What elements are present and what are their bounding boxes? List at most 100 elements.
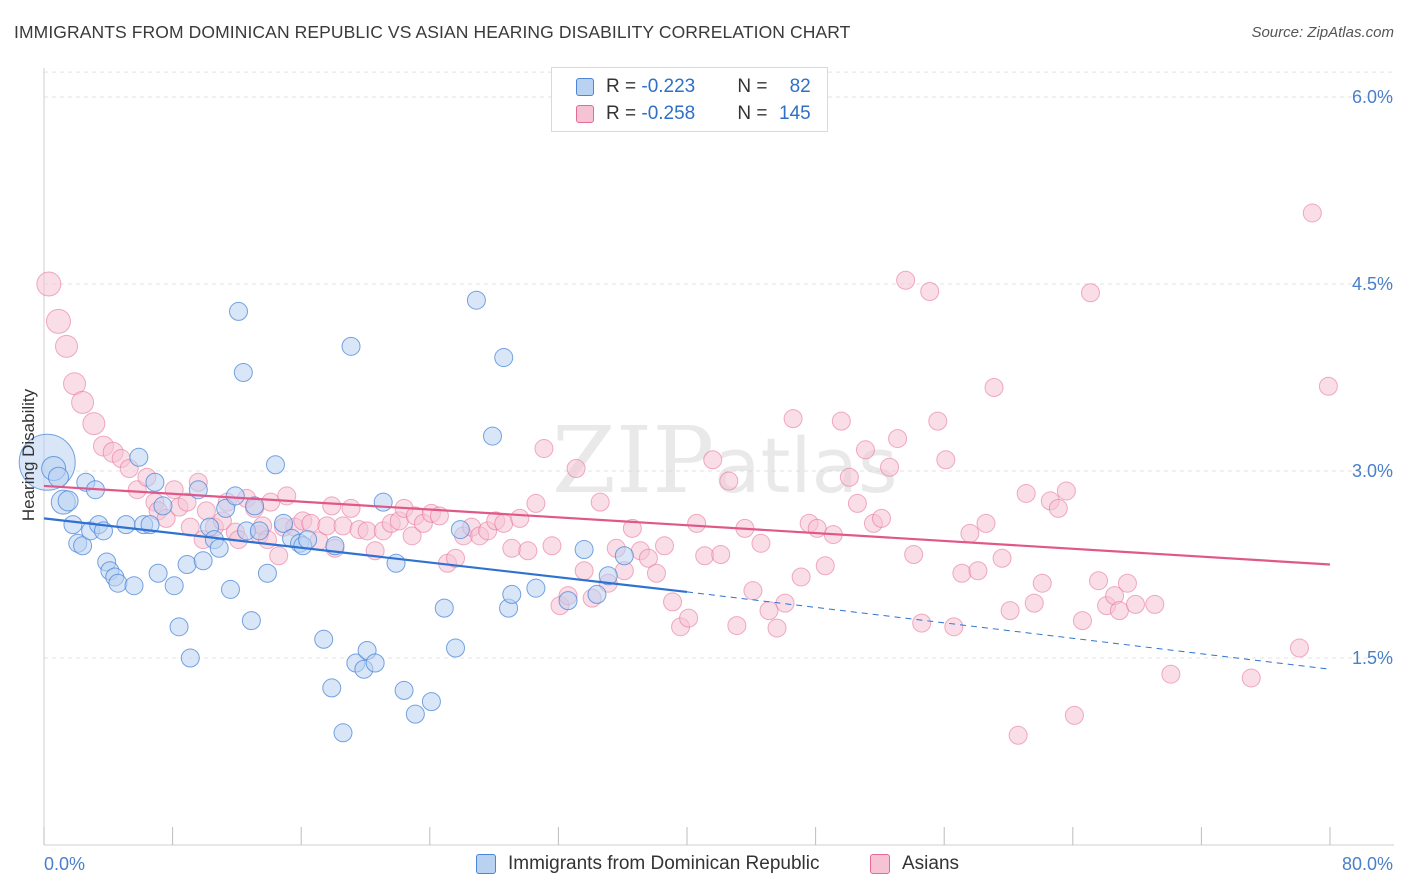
asians-point: [920, 281, 940, 301]
r-label: R =: [606, 76, 642, 97]
dominican-point: [116, 515, 136, 535]
dominican-swatch: [576, 78, 594, 96]
asians-point: [719, 471, 739, 491]
dominican-point: [466, 290, 486, 310]
asians-point: [45, 308, 71, 334]
dominican-point: [450, 520, 470, 540]
dominican-point: [229, 301, 249, 321]
y-tick-label: 1.5%: [1352, 648, 1393, 668]
asians-point: [654, 536, 674, 556]
asians-point: [196, 501, 216, 521]
asians-swatch: [576, 105, 594, 123]
asians-point: [502, 538, 522, 558]
asians-point: [1008, 725, 1028, 745]
dominican-point: [341, 336, 361, 356]
asians-point: [960, 523, 980, 543]
dominican-point: [446, 638, 466, 658]
asians-point: [1318, 376, 1338, 396]
tick-labels: 1.5% 3.0% 4.5% 6.0% 0.0% 80.0%: [44, 87, 1393, 874]
dominican-point: [225, 486, 245, 506]
dominican-point: [265, 455, 285, 475]
dominican-point: [373, 492, 393, 512]
asians-point: [317, 516, 337, 536]
x-tick-label-end: 80.0%: [1342, 854, 1393, 874]
asians-point: [791, 567, 811, 587]
asians-point: [751, 533, 771, 553]
asians-point: [341, 498, 361, 518]
stats-row-asians: R = -0.258 N = 145: [576, 101, 811, 127]
dominican-point: [274, 513, 294, 533]
asians-point: [1080, 283, 1100, 303]
n-value: 145: [779, 103, 811, 124]
dominican-point: [587, 584, 607, 604]
dominican-point: [558, 591, 578, 611]
stats-row-dominican: R = -0.223 N = 82: [576, 74, 811, 100]
asians-point: [36, 271, 62, 297]
x-tick-label-start: 0.0%: [44, 854, 85, 874]
r-value: -0.223: [641, 76, 696, 97]
axes: [43, 68, 1394, 846]
dominican-regression-line: [43, 517, 688, 594]
asians-point: [1241, 668, 1261, 688]
asians-point: [333, 516, 353, 536]
asians-point: [1000, 601, 1020, 621]
asians-point: [896, 270, 916, 290]
asians-point: [622, 518, 642, 538]
asians-point: [590, 492, 610, 512]
dominican-point: [394, 680, 414, 700]
dominican-point: [220, 579, 240, 599]
asians-point: [518, 541, 538, 561]
asians-point: [526, 493, 546, 513]
dominican-point: [526, 578, 546, 598]
asians-point: [71, 390, 95, 414]
dominican-point: [164, 576, 184, 596]
asians-point: [928, 411, 948, 431]
asians-point: [1125, 594, 1145, 614]
dominican-point: [494, 348, 514, 368]
source-label[interactable]: Source: ZipAtlas.com: [1251, 24, 1394, 41]
r-value: -0.258: [641, 103, 696, 124]
y-tick-label: 3.0%: [1352, 461, 1393, 481]
dominican-point: [502, 584, 522, 604]
asians-point: [646, 563, 666, 583]
legend-item-asians[interactable]: Asians: [870, 852, 959, 876]
dominican-point: [177, 555, 197, 574]
y-axis-label: Hearing Disability: [19, 388, 38, 521]
legend-item-dominican[interactable]: Immigrants from Dominican Republic: [476, 852, 820, 876]
asians-point: [944, 617, 964, 637]
asians-point: [1145, 594, 1165, 614]
dominican-point: [47, 466, 69, 488]
dominican-point: [169, 617, 189, 637]
asians-point: [1289, 638, 1309, 658]
asians-point: [952, 563, 972, 583]
asians-point: [494, 513, 514, 533]
dominican-point: [322, 678, 342, 698]
asians-point: [55, 334, 79, 358]
asians-point: [703, 450, 723, 470]
dominican-point: [153, 496, 173, 516]
dominican-point: [233, 363, 253, 383]
asians-point: [912, 613, 932, 633]
dominican-points: [18, 290, 634, 743]
asians-point: [904, 545, 924, 565]
y-tick-label: 4.5%: [1352, 274, 1393, 294]
dominican-point: [209, 538, 229, 558]
dominican-point: [482, 426, 502, 446]
dominican-point: [333, 723, 353, 743]
asians-point: [322, 496, 342, 516]
dominican-regression-extension: [686, 591, 1331, 670]
asians-point: [82, 412, 106, 436]
asians-point: [759, 601, 779, 621]
n-label: N =: [737, 76, 773, 97]
chart-title: IMMIGRANTS FROM DOMINICAN REPUBLIC VS AS…: [14, 22, 851, 42]
asians-point: [663, 592, 683, 612]
dominican-point: [257, 563, 277, 583]
dominican-point: [57, 490, 79, 512]
dominican-point: [434, 598, 454, 618]
asians-point: [831, 411, 851, 431]
asians-point: [775, 593, 795, 613]
asians-point: [839, 467, 859, 487]
asians-point: [880, 457, 900, 477]
asians-point: [727, 616, 747, 636]
